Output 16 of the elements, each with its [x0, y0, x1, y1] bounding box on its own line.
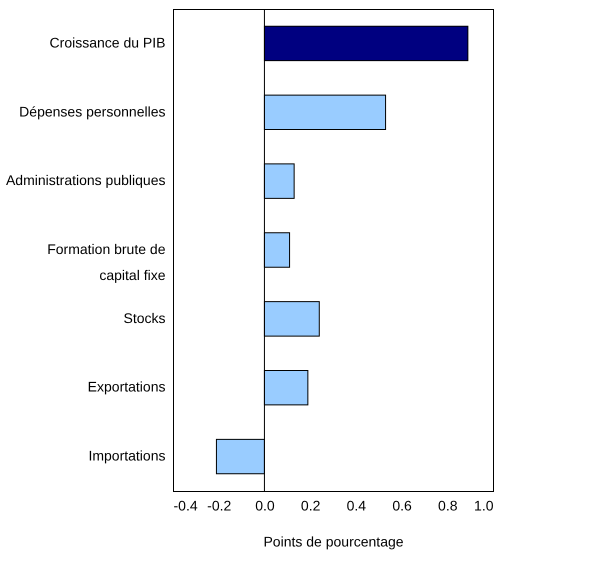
- x-tick-label: 0.2: [300, 498, 321, 514]
- y-tick-label: Croissance du PIB: [50, 34, 166, 50]
- x-axis-title: Points de pourcentage: [263, 534, 404, 550]
- x-tick-label: 0.4: [346, 498, 366, 514]
- y-tick-label: Importations: [88, 448, 166, 464]
- y-tick-label: Stocks: [123, 310, 166, 326]
- y-tick-label: Dépenses personnelles: [19, 103, 166, 120]
- x-tick-label: 1.0: [474, 498, 494, 514]
- x-tick-label: -0.2: [207, 498, 232, 514]
- y-tick-label: Exportations: [88, 378, 166, 395]
- x-tick-label: 0.0: [255, 498, 275, 514]
- x-tick-label: -0.4: [174, 498, 198, 514]
- y-tick-label: Administrations publiques: [6, 172, 166, 188]
- x-tick-label: 0.8: [438, 498, 458, 514]
- y-tick-label: Formation brute de capital fixe: [47, 241, 166, 283]
- x-tick-label: 0.6: [392, 498, 412, 514]
